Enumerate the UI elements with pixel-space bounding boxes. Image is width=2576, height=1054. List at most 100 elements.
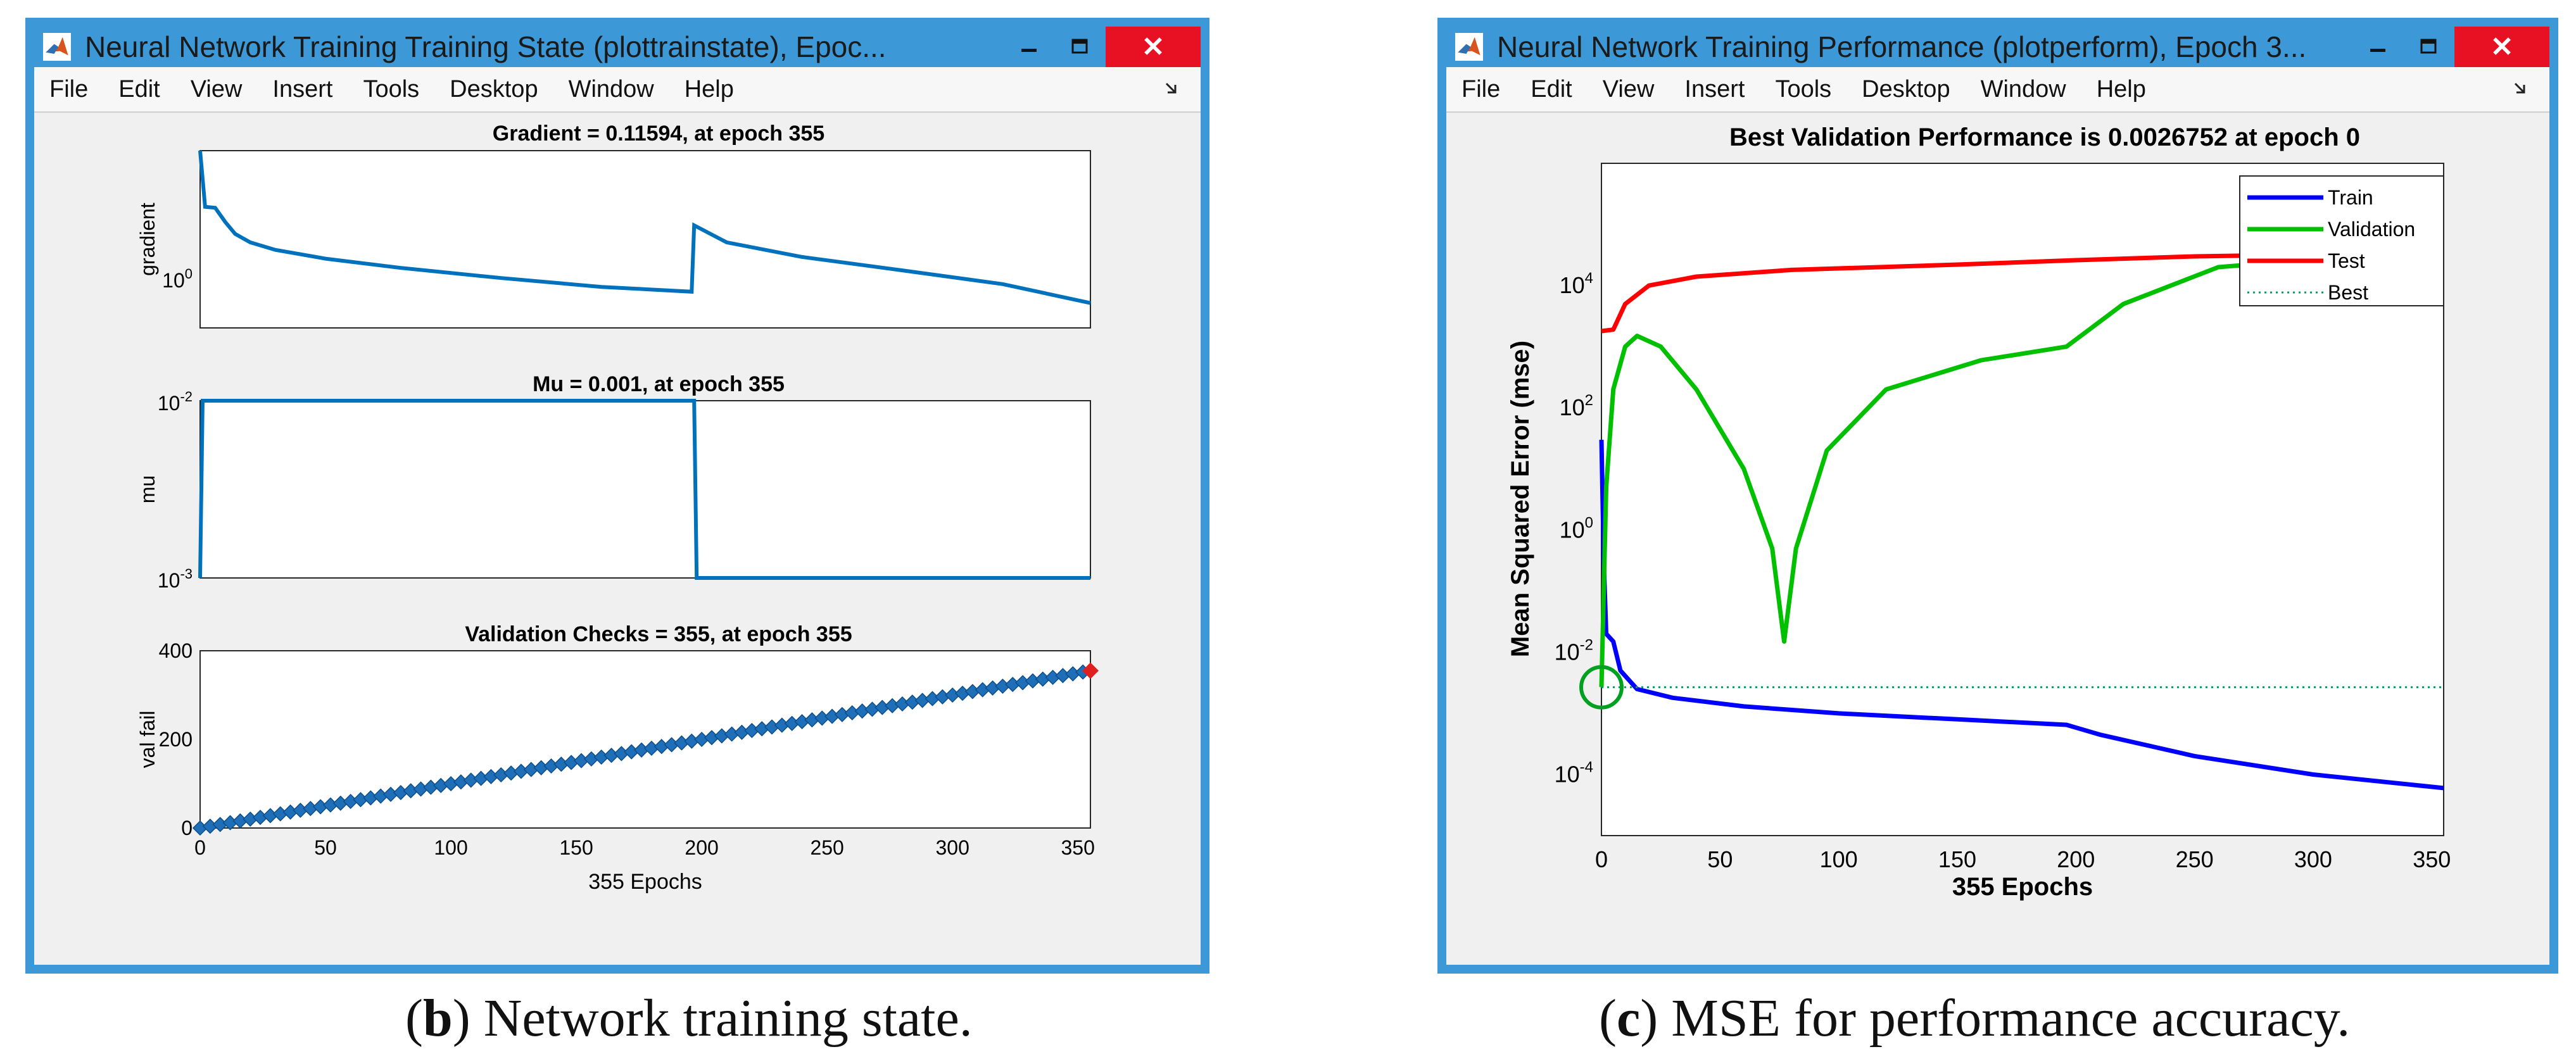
legend-best-label: Best — [2328, 281, 2368, 304]
menu-window[interactable]: Window — [568, 75, 654, 103]
menu-file[interactable]: File — [49, 75, 89, 103]
valfail-ylabel: val fail — [136, 711, 159, 769]
window-title: Neural Network Training Training State (… — [85, 30, 887, 63]
valfail-xtick-label: 50 — [314, 836, 337, 859]
maximize-icon — [1071, 39, 1088, 54]
caption-left: (b) Network training state. — [405, 989, 973, 1048]
mu-ytick-bottom: 10-3 — [158, 566, 193, 592]
gradient-axes — [199, 150, 1091, 329]
mu-ylabel: mu — [136, 475, 159, 503]
valfail-xtick-label: 300 — [935, 836, 969, 859]
valfail-yticks: 0 200 400 — [159, 639, 193, 839]
mu-ytick-top: 10-2 — [158, 389, 193, 415]
menu-window[interactable]: Window — [1980, 75, 2066, 103]
valfail-ytick-label: 200 — [159, 728, 193, 751]
title-bar[interactable]: Neural Network Training Performance (plo… — [1446, 27, 2549, 67]
menu-view[interactable]: View — [190, 75, 243, 103]
performance-xtick-label: 0 — [1595, 846, 1608, 872]
valfail-xlabel: 355 Epochs — [588, 870, 702, 894]
performance-title: Best Validation Performance is 0.0026752… — [1729, 123, 2360, 151]
valfail-xticks: 0 50 100 150 200 250 300 350 — [194, 836, 1095, 859]
caption-right-text: MSE for performance accuracy. — [1671, 989, 2351, 1048]
menu-desktop[interactable]: Desktop — [1862, 75, 1950, 103]
performance-ytick-label: 100 — [1560, 514, 1593, 543]
menu-desktop[interactable]: Desktop — [450, 75, 538, 103]
menu-file[interactable]: File — [1462, 75, 1501, 103]
valfail-final-point — [1082, 662, 1099, 679]
caption-right-letter: c — [1616, 989, 1641, 1048]
performance-lines — [1579, 246, 2444, 791]
valfail-xtick-label: 350 — [1061, 836, 1095, 859]
window-title: Neural Network Training Performance (plo… — [1497, 30, 2307, 63]
valfail-xtick-label: 150 — [559, 836, 593, 859]
figure-area: Gradient = 0.11594, at epoch 355 gradien… — [34, 113, 1201, 965]
dock-arrow-icon[interactable] — [1163, 78, 1182, 97]
performance-ylabel: Mean Squared Error (mse) — [1506, 341, 1534, 657]
performance-ytick-label: 104 — [1560, 270, 1593, 298]
close-icon: ✕ — [1141, 31, 1165, 63]
menu-tools[interactable]: Tools — [363, 75, 420, 103]
menu-insert[interactable]: Insert — [1684, 75, 1745, 103]
menu-help[interactable]: Help — [2096, 75, 2146, 103]
menu-bar: File Edit View Insert Tools Desktop Wind… — [34, 67, 1201, 113]
minimize-button[interactable] — [2353, 27, 2404, 67]
performance-xtick-label: 50 — [1707, 846, 1733, 872]
performance-figure: Best Validation Performance is 0.0026752… — [1506, 123, 2451, 901]
minimize-icon — [1021, 49, 1037, 52]
performance-xtick-label: 350 — [2413, 846, 2451, 872]
caption-left-text: Network training state. — [483, 989, 973, 1048]
performance-xtick-label: 300 — [2294, 846, 2332, 872]
legend-train-label: Train — [2328, 186, 2373, 209]
legend-test-label: Test — [2328, 249, 2365, 272]
gradient-ytick: 100 — [162, 266, 193, 292]
gradient-title: Gradient = 0.11594, at epoch 355 — [493, 122, 824, 146]
valfail-ytick-label: 0 — [181, 817, 193, 839]
menu-edit[interactable]: Edit — [118, 75, 160, 103]
performance-ytick-label: 10-4 — [1555, 758, 1593, 787]
performance-xticks: 0 50 100 150 200 250 300 350 — [1595, 846, 2451, 872]
mu-title: Mu = 0.001, at epoch 355 — [533, 372, 785, 396]
performance-xtick-label: 200 — [2057, 846, 2095, 872]
performance-xtick-label: 100 — [1820, 846, 1858, 872]
gradient-ylabel: gradient — [136, 203, 159, 276]
menu-view[interactable]: View — [1602, 75, 1655, 103]
valfail-xtick-label: 200 — [685, 836, 718, 859]
minimize-icon — [2370, 49, 2385, 52]
maximize-button[interactable] — [1055, 27, 1106, 67]
maximize-icon — [2420, 39, 2437, 54]
caption-left-letter: b — [422, 989, 453, 1048]
performance-train-line — [1599, 439, 2444, 791]
performance-ytick-label: 102 — [1560, 392, 1593, 420]
minimize-button[interactable] — [1004, 27, 1055, 67]
mu-line — [198, 399, 1090, 580]
maximize-button[interactable] — [2404, 27, 2454, 67]
figure-area: Best Validation Performance is 0.0026752… — [1446, 113, 2549, 965]
dock-arrow-icon[interactable] — [2511, 78, 2530, 97]
menu-edit[interactable]: Edit — [1531, 75, 1572, 103]
performance-xtick-label: 250 — [2176, 846, 2214, 872]
valfail-xtick-label: 250 — [810, 836, 843, 859]
menu-insert[interactable]: Insert — [272, 75, 333, 103]
performance-ytick-label: 10-2 — [1555, 636, 1593, 665]
performance-xtick-label: 150 — [1938, 846, 1976, 872]
menu-help[interactable]: Help — [684, 75, 734, 103]
legend-validation-label: Validation — [2328, 218, 2415, 241]
mu-axes — [199, 400, 1091, 579]
legend: Train Validation Test Best — [2239, 175, 2444, 306]
valfail-xtick-label: 0 — [194, 836, 206, 859]
valfail-xtick-label: 100 — [434, 836, 467, 859]
performance-test-line — [1601, 252, 2444, 334]
training-state-window: Neural Network Training Training State (… — [25, 18, 1209, 974]
training-state-figure: Gradient = 0.11594, at epoch 355 gradien… — [136, 122, 1099, 894]
performance-yticks: 104 102 100 10-2 10-4 — [1555, 270, 1593, 787]
title-bar[interactable]: Neural Network Training Training State (… — [34, 27, 1201, 67]
matlab-logo-icon — [1455, 33, 1483, 61]
valfail-points — [192, 662, 1099, 836]
matlab-logo-icon — [43, 33, 71, 61]
close-button[interactable]: ✕ — [2454, 27, 2549, 67]
menu-bar: File Edit View Insert Tools Desktop Wind… — [1446, 67, 2549, 113]
gradient-line — [198, 150, 1091, 305]
close-button[interactable]: ✕ — [1106, 27, 1201, 67]
menu-tools[interactable]: Tools — [1775, 75, 1832, 103]
valfail-title: Validation Checks = 355, at epoch 355 — [465, 622, 852, 646]
